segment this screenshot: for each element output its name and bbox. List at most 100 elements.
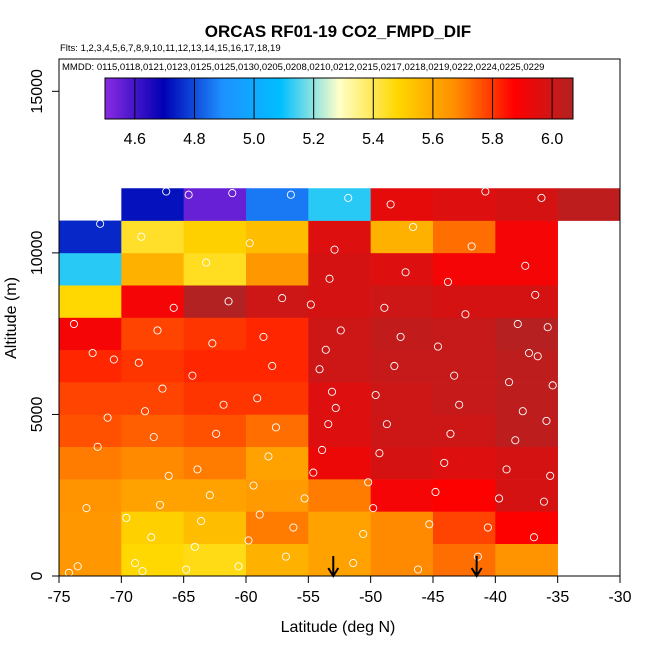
sample-point bbox=[271, 423, 280, 432]
sample-point bbox=[531, 290, 540, 299]
heat-cell bbox=[308, 252, 371, 286]
heat-cell bbox=[433, 446, 496, 480]
heat-cell bbox=[246, 188, 309, 221]
colorbar-bar bbox=[104, 77, 574, 120]
sample-point bbox=[473, 552, 482, 561]
heat-cell bbox=[433, 414, 496, 448]
sample-point bbox=[205, 491, 214, 500]
heat-cell bbox=[246, 220, 309, 254]
heat-cell bbox=[121, 317, 184, 351]
sample-point bbox=[169, 303, 178, 312]
colorbar-tick-label: 5.8 bbox=[481, 131, 503, 148]
heat-cell bbox=[433, 220, 496, 254]
sample-point bbox=[321, 345, 330, 354]
heat-cell bbox=[433, 317, 496, 351]
heat-cell bbox=[308, 382, 371, 415]
sample-point bbox=[155, 500, 165, 509]
dates-label: MMDD: 0115,0118,0121,0123,0125,0125,0130… bbox=[62, 62, 544, 73]
colorbar-tick-label: 6.0 bbox=[541, 131, 563, 148]
sample-point bbox=[330, 245, 339, 254]
sample-point bbox=[197, 517, 206, 526]
sample-point bbox=[386, 200, 395, 209]
plot-frame bbox=[58, 58, 621, 577]
heat-cell bbox=[370, 382, 434, 415]
x-axis-label: Latitude (deg N) bbox=[281, 619, 396, 636]
x-tick-label: -35 bbox=[546, 589, 569, 606]
x-tick-label: -30 bbox=[608, 589, 631, 606]
sample-point bbox=[315, 365, 324, 374]
heat-cell bbox=[246, 285, 309, 318]
heat-cell bbox=[433, 479, 496, 512]
sample-point bbox=[255, 510, 264, 519]
y-axis: 0 5000 10000 15000 bbox=[29, 69, 59, 580]
heat-cell bbox=[433, 252, 496, 286]
sample-point bbox=[309, 468, 318, 477]
sample-point bbox=[253, 394, 262, 403]
sample-point bbox=[431, 487, 440, 497]
sample-point bbox=[188, 371, 197, 380]
heat-cell bbox=[183, 220, 247, 254]
heat-cell bbox=[370, 446, 434, 480]
heat-cell bbox=[308, 543, 371, 577]
heat-cell bbox=[121, 479, 184, 512]
x-tick-label: -65 bbox=[172, 589, 195, 606]
heat-cell bbox=[495, 414, 558, 448]
heat-cell bbox=[433, 543, 496, 577]
colorbar-tick-label: 5.4 bbox=[362, 131, 384, 148]
heat-cell bbox=[59, 479, 122, 512]
heat-cell bbox=[308, 349, 371, 383]
heat-cell bbox=[495, 188, 558, 221]
sample-point bbox=[425, 520, 434, 529]
sample-point bbox=[137, 232, 146, 241]
sample-point bbox=[103, 413, 112, 422]
sample-point bbox=[495, 494, 504, 503]
sample-point bbox=[281, 552, 290, 561]
sample-point bbox=[88, 348, 97, 358]
sample-point bbox=[349, 559, 358, 568]
heat-cell bbox=[308, 479, 371, 512]
heat-cell bbox=[121, 543, 184, 577]
sample-point bbox=[359, 529, 368, 539]
sample-point bbox=[504, 378, 514, 387]
sample-point bbox=[134, 358, 143, 367]
heat-cell bbox=[246, 543, 309, 577]
x-tick-label: -70 bbox=[110, 589, 133, 606]
sample-point bbox=[539, 497, 549, 506]
heat-cell bbox=[59, 285, 122, 318]
sample-point bbox=[380, 303, 389, 312]
sample-point bbox=[543, 323, 552, 332]
heat-cell bbox=[183, 317, 247, 351]
sample-point bbox=[542, 416, 551, 425]
heat-cell bbox=[246, 446, 309, 480]
heat-cell bbox=[121, 285, 184, 318]
heat-cell bbox=[495, 543, 558, 577]
sample-point bbox=[93, 442, 102, 451]
sample-point bbox=[446, 429, 455, 438]
sample-point bbox=[382, 420, 391, 429]
sample-point bbox=[461, 310, 470, 319]
colorbar-tick-label: 5.2 bbox=[303, 131, 325, 148]
sample-point bbox=[481, 187, 490, 196]
heat-cell bbox=[370, 349, 434, 383]
sample-point bbox=[73, 562, 82, 571]
sample-point bbox=[289, 523, 298, 532]
sample-point bbox=[369, 504, 378, 513]
sample-point bbox=[413, 565, 423, 574]
sample-point bbox=[364, 478, 373, 487]
heat-cell bbox=[495, 349, 558, 383]
heat-cell bbox=[59, 349, 122, 383]
sample-point bbox=[390, 361, 399, 371]
sample-point bbox=[202, 258, 211, 267]
x-tick-label: -60 bbox=[234, 589, 257, 606]
sample-point bbox=[513, 319, 522, 329]
heat-cell bbox=[495, 479, 558, 512]
heat-cell bbox=[246, 349, 309, 383]
sample-point bbox=[122, 513, 131, 522]
colorbar: 4.6 4.8 5.0 5.2 5.4 5.6 5.8 6.0 bbox=[104, 77, 574, 148]
sample-point bbox=[511, 436, 520, 445]
heat-cell bbox=[121, 252, 184, 286]
sample-point bbox=[219, 400, 228, 409]
heat-cell bbox=[183, 543, 247, 577]
heat-cell bbox=[370, 188, 434, 221]
sample-point bbox=[518, 407, 527, 416]
